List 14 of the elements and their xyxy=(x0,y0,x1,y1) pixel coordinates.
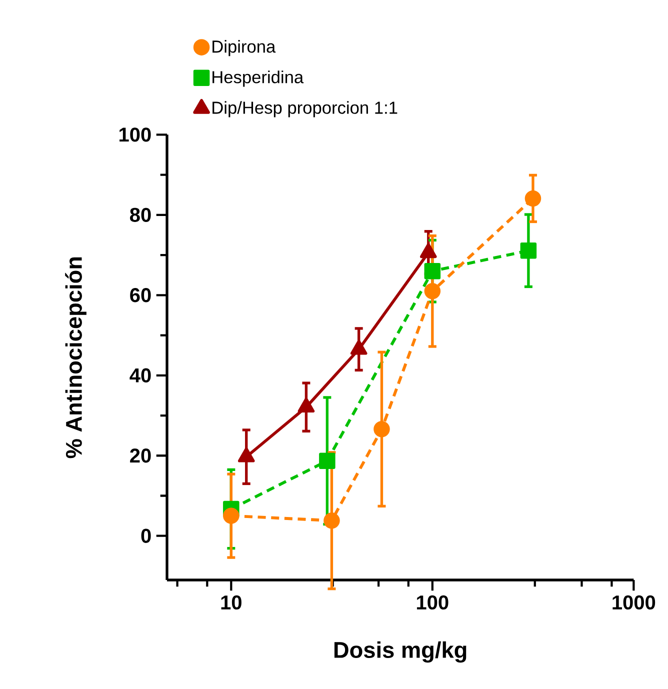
y-tick-label: 40 xyxy=(130,368,151,382)
x-axis-title: Dosis mg/kg xyxy=(334,641,466,663)
legend-label: Dip/Hesp proporcion 1:1 xyxy=(212,101,398,118)
y-tick-label: 60 xyxy=(130,288,151,302)
y-tick-label: 0 xyxy=(141,528,151,543)
x-tick-label: 10 xyxy=(221,595,242,610)
legend-label: Hesperidina xyxy=(212,70,304,87)
y-tick-label: 100 xyxy=(120,128,151,142)
y-axis-title: % Antinocicepción xyxy=(65,257,86,458)
legend-label: Dipirona xyxy=(212,40,276,56)
y-tick-label: 80 xyxy=(130,208,151,222)
x-tick-label: 1000 xyxy=(612,595,656,610)
x-tick-label: 100 xyxy=(416,595,448,610)
y-tick-label: 20 xyxy=(130,448,151,463)
